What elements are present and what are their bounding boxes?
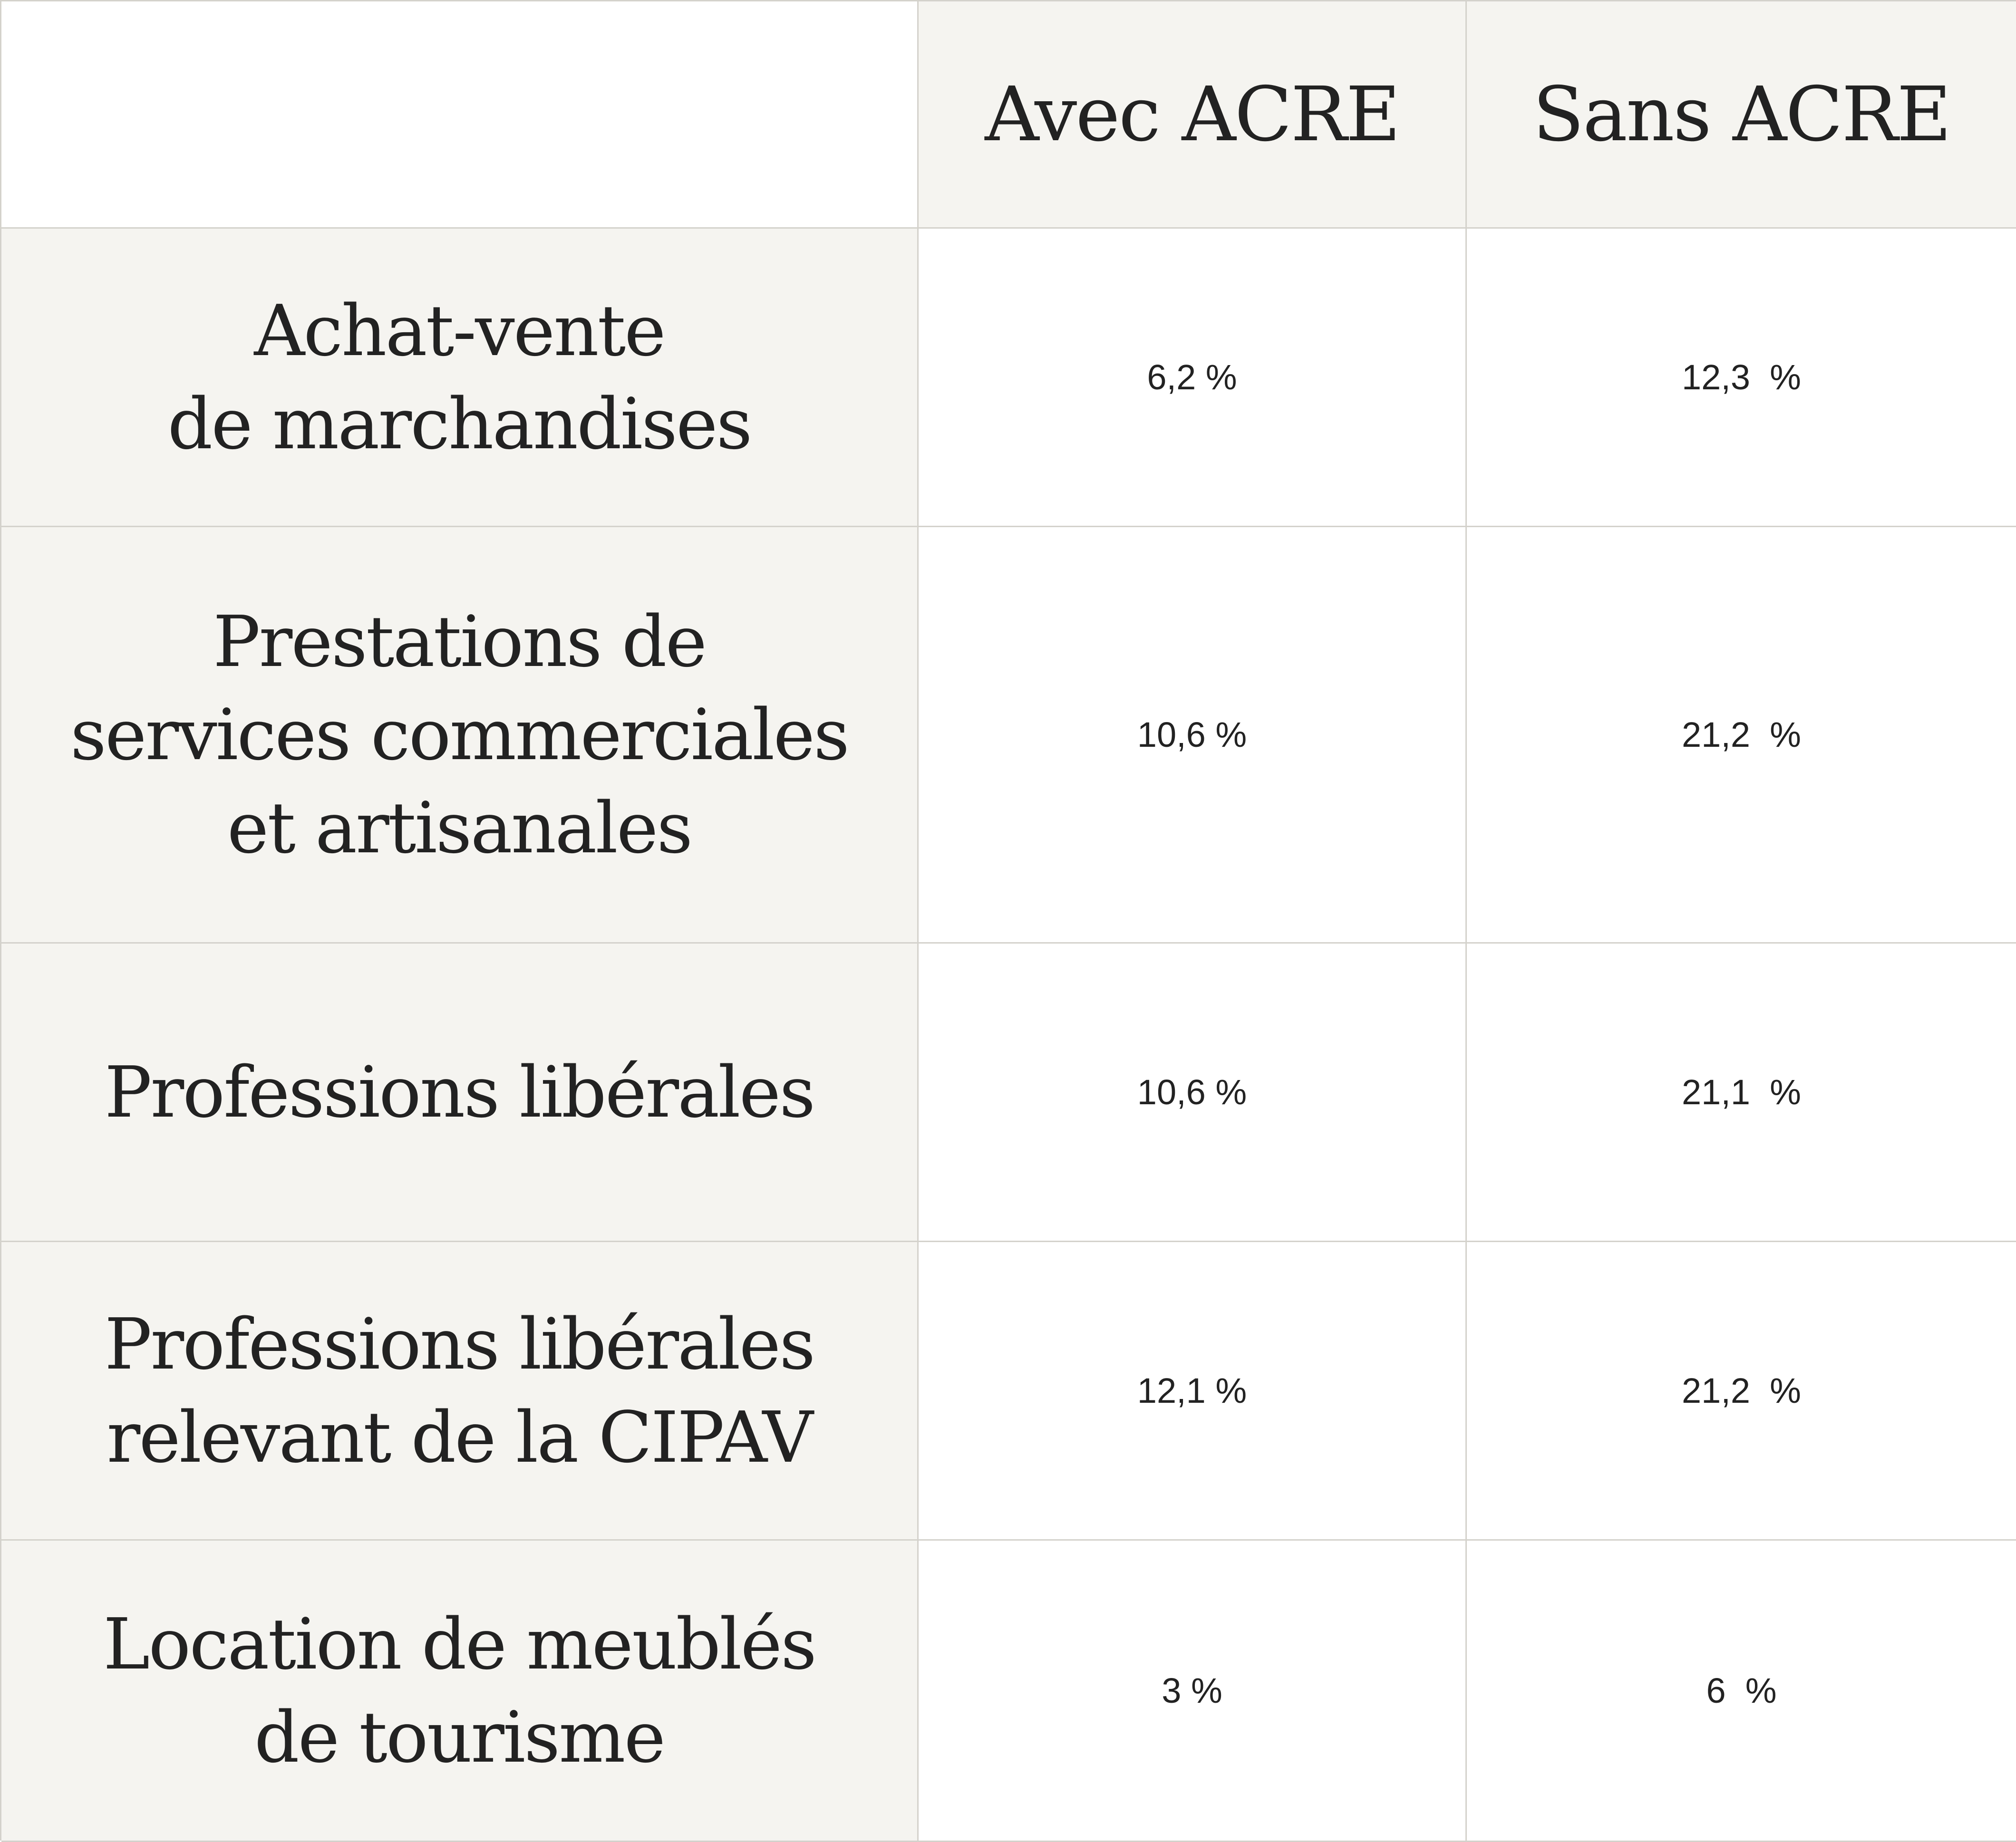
rate-value-sans-acre: 21,2 % xyxy=(1682,1371,1801,1410)
rate-value-avec-acre: 10,6 % xyxy=(1137,1072,1247,1112)
value-cell-avec-acre: 3 % xyxy=(919,1541,1467,1842)
row-label-line: services commerciales xyxy=(70,694,850,776)
row-label: Professions libérales xyxy=(86,1046,833,1139)
row-label-line: et artisanales xyxy=(227,787,693,869)
value-cell-sans-acre: 6 % xyxy=(1467,1541,2016,1842)
row-label-line: relevant de la CIPAV xyxy=(107,1396,813,1478)
value-cell-avec-acre: 10,6 % xyxy=(919,527,1467,944)
rate-value-avec-acre: 3 % xyxy=(1162,1671,1222,1710)
row-label: Prestations de services commerciales et … xyxy=(51,595,867,875)
value-cell-avec-acre: 6,2 % xyxy=(919,229,1467,527)
value-cell-sans-acre: 21,1 % xyxy=(1467,944,2016,1242)
row-label-line: Location de meublés xyxy=(103,1603,817,1685)
column-header-avec-acre: Avec ACRE xyxy=(985,70,1400,158)
rate-value-avec-acre: 6,2 % xyxy=(1147,357,1237,397)
value-cell-sans-acre: 21,2 % xyxy=(1467,527,2016,944)
row-label: Achat-vente de marchandises xyxy=(148,284,770,471)
row-label-cell: Professions libérales relevant de la CIP… xyxy=(1,1242,919,1541)
row-label-cell: Achat-vente de marchandises xyxy=(1,229,919,527)
value-cell-avec-acre: 12,1 % xyxy=(919,1242,1467,1541)
row-label-line: Prestations de xyxy=(213,600,707,683)
rate-value-sans-acre: 21,1 % xyxy=(1682,1072,1801,1112)
row-label: Professions libérales relevant de la CIP… xyxy=(86,1298,833,1484)
row-label-line: de tourisme xyxy=(254,1696,666,1778)
rate-value-avec-acre: 10,6 % xyxy=(1137,715,1247,754)
rate-value-sans-acre: 6 % xyxy=(1706,1671,1777,1710)
rate-value-sans-acre: 12,3 % xyxy=(1682,357,1801,397)
rate-value-sans-acre: 21,2 % xyxy=(1682,715,1801,754)
header-corner-cell xyxy=(1,1,919,229)
rate-value-avec-acre: 12,1 % xyxy=(1137,1371,1247,1410)
row-label-cell: Professions libérales xyxy=(1,944,919,1242)
row-label: Location de meublés de tourisme xyxy=(84,1598,834,1784)
row-label-line: Professions libérales xyxy=(104,1303,815,1385)
value-cell-sans-acre: 21,2 % xyxy=(1467,1242,2016,1541)
value-cell-sans-acre: 12,3 % xyxy=(1467,229,2016,527)
value-cell-avec-acre: 10,6 % xyxy=(919,944,1467,1242)
row-label-line: Achat-vente xyxy=(254,289,666,372)
header-cell-avec-acre: Avec ACRE xyxy=(919,1,1467,229)
row-label-cell: Prestations de services commerciales et … xyxy=(1,527,919,944)
row-label-cell: Location de meublés de tourisme xyxy=(1,1541,919,1842)
column-header-sans-acre: Sans ACRE xyxy=(1532,70,1952,158)
row-label-line: de marchandises xyxy=(167,383,752,465)
row-label-line: Professions libérales xyxy=(104,1051,815,1133)
header-cell-sans-acre: Sans ACRE xyxy=(1467,1,2016,229)
